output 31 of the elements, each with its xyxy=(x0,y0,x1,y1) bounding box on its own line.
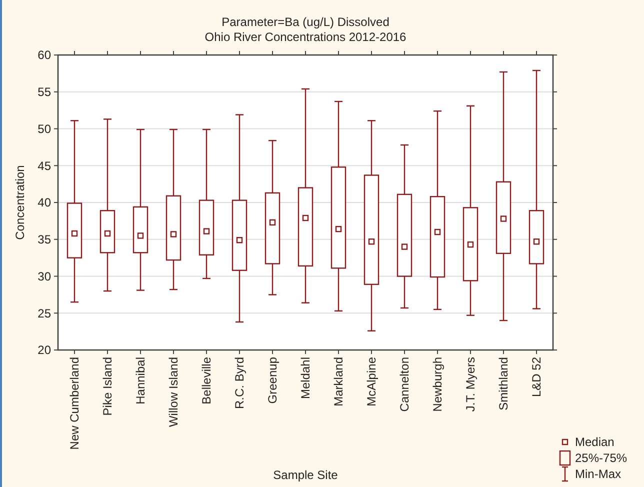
chart-title: Parameter=Ba (ug/L) Dissolved xyxy=(222,15,390,29)
y-tick-label: 30 xyxy=(38,269,52,284)
text: 25%-75% xyxy=(575,451,628,466)
y-tick-label: 20 xyxy=(38,343,52,358)
y-tick-label: 45 xyxy=(38,158,52,173)
x-tick-label: Pike Island xyxy=(100,357,114,416)
y-tick-label: 50 xyxy=(38,122,52,136)
x-tick-label: Markland xyxy=(332,357,346,406)
x-axis-title: Sample Site xyxy=(273,468,338,482)
x-tick-label: Hannibal xyxy=(134,357,148,404)
x-tick-label: Smithland xyxy=(496,357,510,410)
x-tick-label: J.T. Myers xyxy=(464,357,478,412)
x-tick-label: Cannelton xyxy=(398,357,412,412)
x-tick-label: Willow Island xyxy=(166,357,180,428)
y-tick-label: 40 xyxy=(38,196,52,210)
x-tick-label: McAlpine xyxy=(364,356,378,406)
text: Min-Max xyxy=(575,467,622,482)
x-tick-label: Meldahl xyxy=(298,357,312,400)
x-tick-label: Belleville xyxy=(200,356,214,404)
chart-subtitle: Ohio River Concentrations 2012-2016 xyxy=(204,30,407,44)
y-axis-title: Concentration xyxy=(13,165,27,240)
y-tick-label: 60 xyxy=(38,48,52,62)
x-tick-label: Greenup xyxy=(266,356,280,404)
y-tick-label: 55 xyxy=(38,85,52,100)
x-tick-label: R.C. Byrd xyxy=(232,357,246,410)
x-tick-label: L&D 52 xyxy=(530,356,544,398)
y-tick-label: 25 xyxy=(38,306,52,320)
x-tick-label: New Cumberland xyxy=(68,357,82,450)
x-tick-label: Newburgh xyxy=(430,357,444,412)
y-tick-label: 35 xyxy=(38,232,52,247)
text: Median xyxy=(575,435,614,450)
